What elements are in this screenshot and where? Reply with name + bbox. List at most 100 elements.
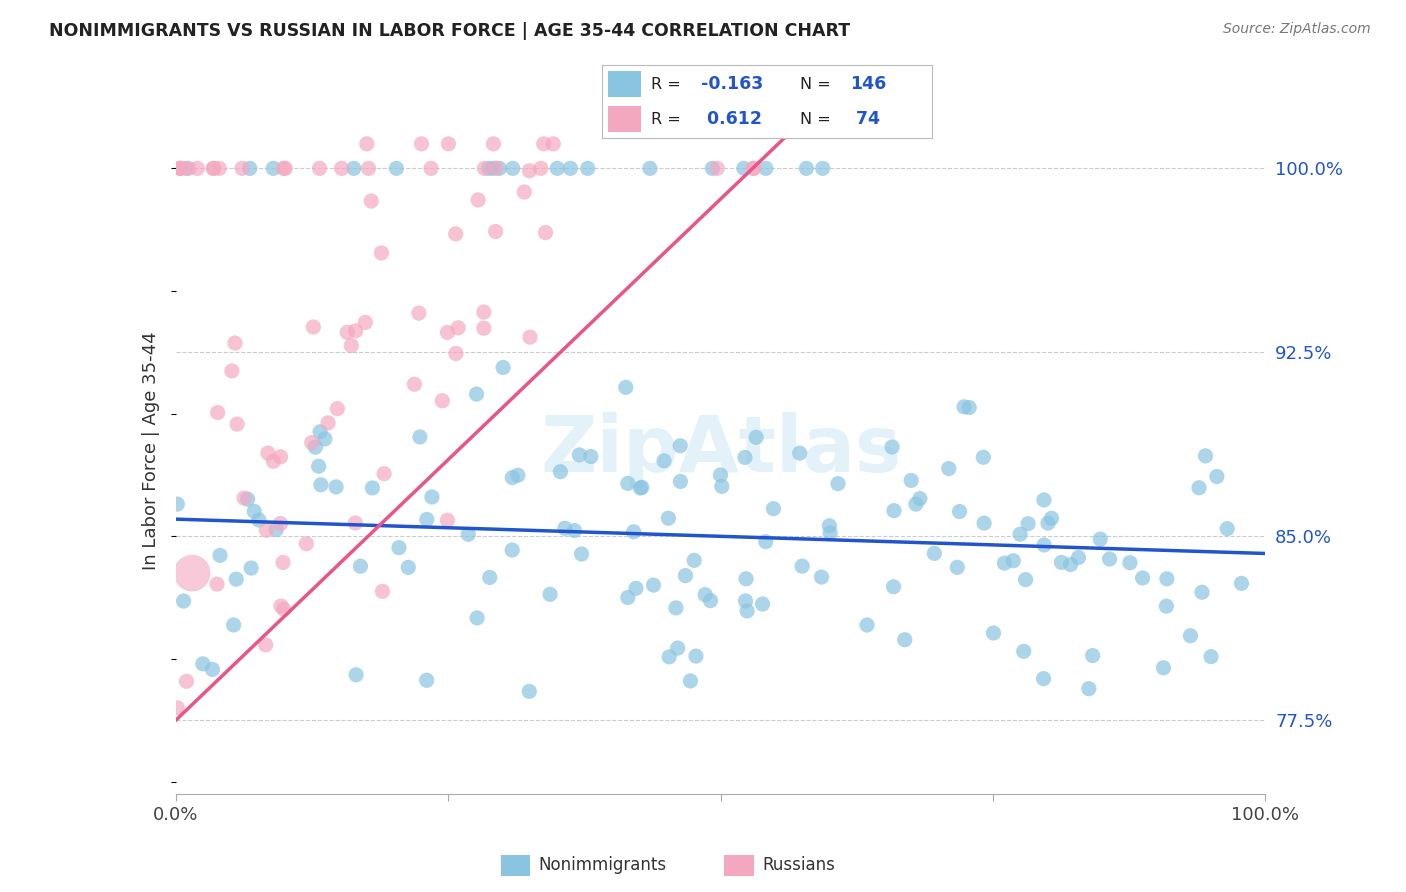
Point: [948, 504, 970, 518]
Point: [1188, 481, 1211, 495]
Point: [330, 161, 353, 176]
Point: [679, 673, 702, 688]
Point: [1098, 552, 1121, 566]
Point: [467, 193, 489, 207]
Point: [993, 556, 1015, 570]
Point: [222, 618, 245, 632]
Text: Russians: Russians: [762, 856, 835, 874]
Point: [266, 523, 288, 537]
Point: [751, 597, 773, 611]
Point: [1033, 538, 1056, 552]
Point: [908, 491, 931, 506]
Point: [388, 541, 411, 555]
Point: [617, 591, 640, 605]
Point: [274, 161, 297, 176]
Bar: [609, 71, 641, 97]
Point: [243, 504, 266, 518]
Point: [623, 524, 645, 539]
Point: [755, 534, 778, 549]
Point: [336, 326, 359, 340]
Bar: [609, 106, 641, 132]
Point: [444, 346, 467, 360]
Point: [202, 161, 225, 176]
Bar: [501, 855, 530, 876]
Point: [262, 161, 284, 176]
Point: [482, 136, 505, 151]
Point: [624, 582, 647, 596]
Point: [221, 364, 243, 378]
Point: [501, 470, 523, 484]
Point: [270, 599, 292, 613]
Point: [702, 161, 724, 176]
Point: [742, 161, 765, 176]
Point: [506, 468, 529, 483]
Point: [205, 577, 228, 591]
Point: [325, 480, 347, 494]
Point: [186, 161, 208, 176]
Point: [735, 572, 758, 586]
Point: [811, 161, 834, 176]
Point: [344, 516, 367, 530]
Point: [420, 490, 443, 504]
Text: Nonimmigrants: Nonimmigrants: [538, 856, 666, 874]
Point: [904, 497, 927, 511]
Point: [699, 593, 721, 607]
Point: [1067, 550, 1090, 565]
Point: [554, 521, 576, 535]
Point: [465, 387, 488, 401]
Point: [1059, 558, 1081, 572]
Point: [546, 161, 568, 176]
Point: [883, 580, 905, 594]
Point: [576, 161, 599, 176]
Point: [271, 556, 294, 570]
Point: [309, 425, 332, 439]
Point: [1156, 572, 1178, 586]
Point: [973, 516, 995, 530]
Point: [880, 440, 903, 454]
Point: [270, 450, 292, 464]
Point: [404, 377, 426, 392]
Point: [938, 461, 960, 475]
Point: [254, 638, 277, 652]
Point: [972, 450, 994, 465]
Point: [371, 584, 394, 599]
Point: [735, 604, 758, 618]
Point: [360, 194, 382, 208]
Point: [436, 326, 458, 340]
Point: [550, 465, 572, 479]
Point: [502, 161, 524, 176]
Point: [273, 161, 295, 176]
Point: [1090, 532, 1112, 546]
Point: [1032, 492, 1054, 507]
Point: [818, 518, 841, 533]
Point: [900, 474, 922, 488]
Point: [533, 136, 555, 151]
Point: [733, 161, 755, 176]
Point: [946, 560, 969, 574]
Point: [409, 430, 432, 444]
Point: [519, 163, 541, 178]
Point: [1180, 629, 1202, 643]
Point: [924, 546, 946, 560]
Point: [1010, 527, 1032, 541]
Point: [236, 492, 259, 507]
Point: [530, 161, 553, 176]
Point: [513, 185, 536, 199]
Point: [474, 161, 496, 176]
Point: [436, 513, 458, 527]
Text: R =: R =: [651, 77, 686, 92]
Point: [173, 594, 195, 608]
Point: [166, 701, 188, 715]
Point: [233, 491, 256, 505]
Point: [1040, 511, 1063, 525]
Point: [240, 561, 263, 575]
Point: [416, 512, 439, 526]
Point: [226, 417, 249, 431]
Text: ZipAtlas: ZipAtlas: [540, 412, 901, 489]
Point: [501, 543, 523, 558]
Point: [1050, 555, 1073, 569]
Point: [630, 481, 652, 495]
Point: [519, 330, 541, 344]
Text: N =: N =: [800, 112, 837, 127]
Point: [207, 406, 229, 420]
